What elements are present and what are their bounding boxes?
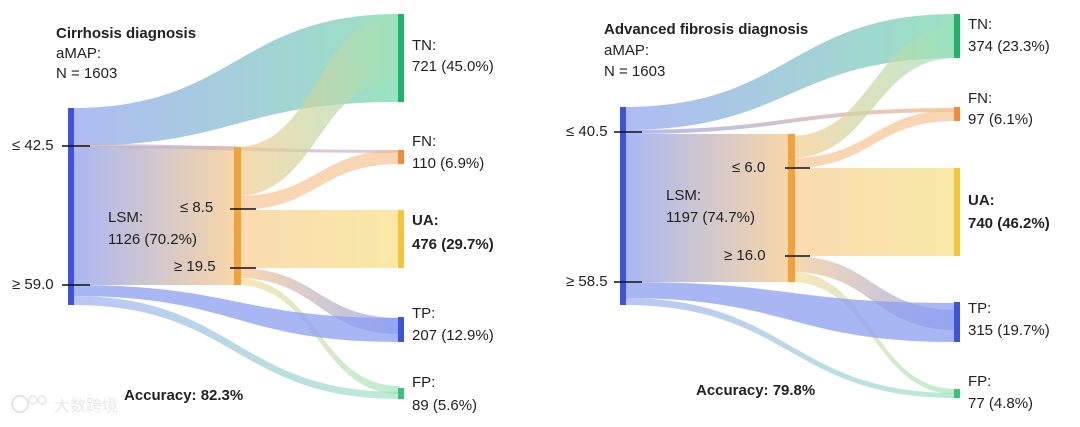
node-tn xyxy=(954,14,960,58)
outcome-ua-label: UA: xyxy=(968,192,995,209)
flow-lsm-to-fn xyxy=(236,150,400,210)
outcome-tp-value: 207 (12.9%) xyxy=(412,327,494,344)
sankey-flows xyxy=(624,14,956,398)
node-tn xyxy=(398,14,404,102)
flow-amap-low-to-tn xyxy=(72,14,400,146)
outcome-tp-label: TP: xyxy=(968,300,991,317)
score-label: aMAP: xyxy=(604,42,649,59)
flow-amap-to-lsm xyxy=(624,134,790,282)
node-tp xyxy=(954,302,960,342)
watermark-text: 大数跨境 xyxy=(54,396,118,415)
node-fp xyxy=(954,389,960,398)
node-tp xyxy=(398,317,404,342)
flow-lsm-to-fn xyxy=(790,110,956,168)
n-label: N = 1603 xyxy=(56,65,117,82)
panel-title: Advanced fibrosis diagnosis xyxy=(604,21,808,38)
outcome-tn-value: 721 (45.0%) xyxy=(412,58,494,75)
lsm-title: LSM: xyxy=(108,209,143,226)
accuracy-label: Accuracy: 82.3% xyxy=(124,387,243,404)
outcome-tp-label: TP: xyxy=(412,305,435,322)
accuracy-label: Accuracy: 79.8% xyxy=(696,382,815,399)
flow-amap-high-to-tp xyxy=(72,285,400,342)
node-fp xyxy=(398,388,404,399)
node-fn xyxy=(954,107,960,121)
flow-amap-to-lsm xyxy=(72,146,236,285)
n-label: N = 1603 xyxy=(604,63,665,80)
outcome-fp-label: FP: xyxy=(968,373,991,390)
outcome-ua-value: 476 (29.7%) xyxy=(412,236,494,253)
outcome-fn-value: 97 (6.1%) xyxy=(968,111,1033,128)
flow-lsm-to-ua xyxy=(790,168,956,256)
flow-amap-low-to-fn xyxy=(624,108,956,134)
flow-amap-high-to-fp xyxy=(624,298,956,398)
node-lsm xyxy=(234,147,241,285)
threshold-amap-low: ≤ 42.5 xyxy=(12,137,54,154)
flow-amap-high-to-tp xyxy=(624,282,956,342)
flow-lsm-to-ua xyxy=(236,210,400,268)
outcome-ua-value: 740 (46.2%) xyxy=(968,215,1050,232)
outcome-fn-label: FN: xyxy=(968,90,992,107)
threshold-lsm-high: ≥ 16.0 xyxy=(724,247,766,264)
outcome-fn-value: 110 (6.9%) xyxy=(412,155,484,172)
lsm-count: 1197 (74.7%) xyxy=(666,209,755,226)
node-lsm xyxy=(788,134,795,282)
outcome-fp-value: 77 (4.8%) xyxy=(968,395,1033,412)
node-amap xyxy=(620,107,626,305)
node-amap xyxy=(68,108,74,305)
panel-title: Cirrhosis diagnosis xyxy=(56,25,196,42)
threshold-amap-high: ≥ 58.5 xyxy=(566,273,608,290)
outcome-fp-value: 89 (5.6%) xyxy=(412,397,477,414)
watermark: 大数跨境 xyxy=(11,395,118,415)
score-label: aMAP: xyxy=(56,45,101,62)
sankey-flows xyxy=(72,14,400,399)
threshold-lsm-low: ≤ 8.5 xyxy=(180,199,213,216)
outcome-fn-label: FN: xyxy=(412,133,436,150)
flow-lsm-to-tn xyxy=(790,28,956,158)
lsm-count: 1126 (70.2%) xyxy=(108,231,197,248)
flow-amap-low-to-tn xyxy=(624,14,956,130)
outcome-fp-label: FP: xyxy=(412,374,435,391)
node-fn xyxy=(398,150,404,164)
outcome-tn-label: TN: xyxy=(968,16,992,33)
threshold-amap-high: ≥ 59.0 xyxy=(12,276,54,293)
node-ua xyxy=(954,168,960,256)
flow-lsm-to-tn xyxy=(236,14,400,196)
outcome-tp-value: 315 (19.7%) xyxy=(968,322,1050,339)
threshold-lsm-low: ≤ 6.0 xyxy=(732,159,765,176)
outcome-ua-label: UA: xyxy=(412,212,439,229)
threshold-amap-low: ≤ 40.5 xyxy=(566,123,608,140)
panel-advanced-fibrosis: Advanced fibrosis diagnosis aMAP: N = 16… xyxy=(566,14,1050,412)
outcome-tn-value: 374 (23.3%) xyxy=(968,38,1050,55)
panel-cirrhosis: Cirrhosis diagnosis aMAP: N = 1603 ≤ 42.… xyxy=(12,14,494,414)
threshold-lsm-high: ≥ 19.5 xyxy=(174,258,216,275)
outcome-tn-label: TN: xyxy=(412,37,436,54)
watermark-logo-icon xyxy=(11,395,29,413)
lsm-title: LSM: xyxy=(666,187,701,204)
flow-amap-high-to-fp xyxy=(72,296,400,399)
node-ua xyxy=(398,210,404,268)
